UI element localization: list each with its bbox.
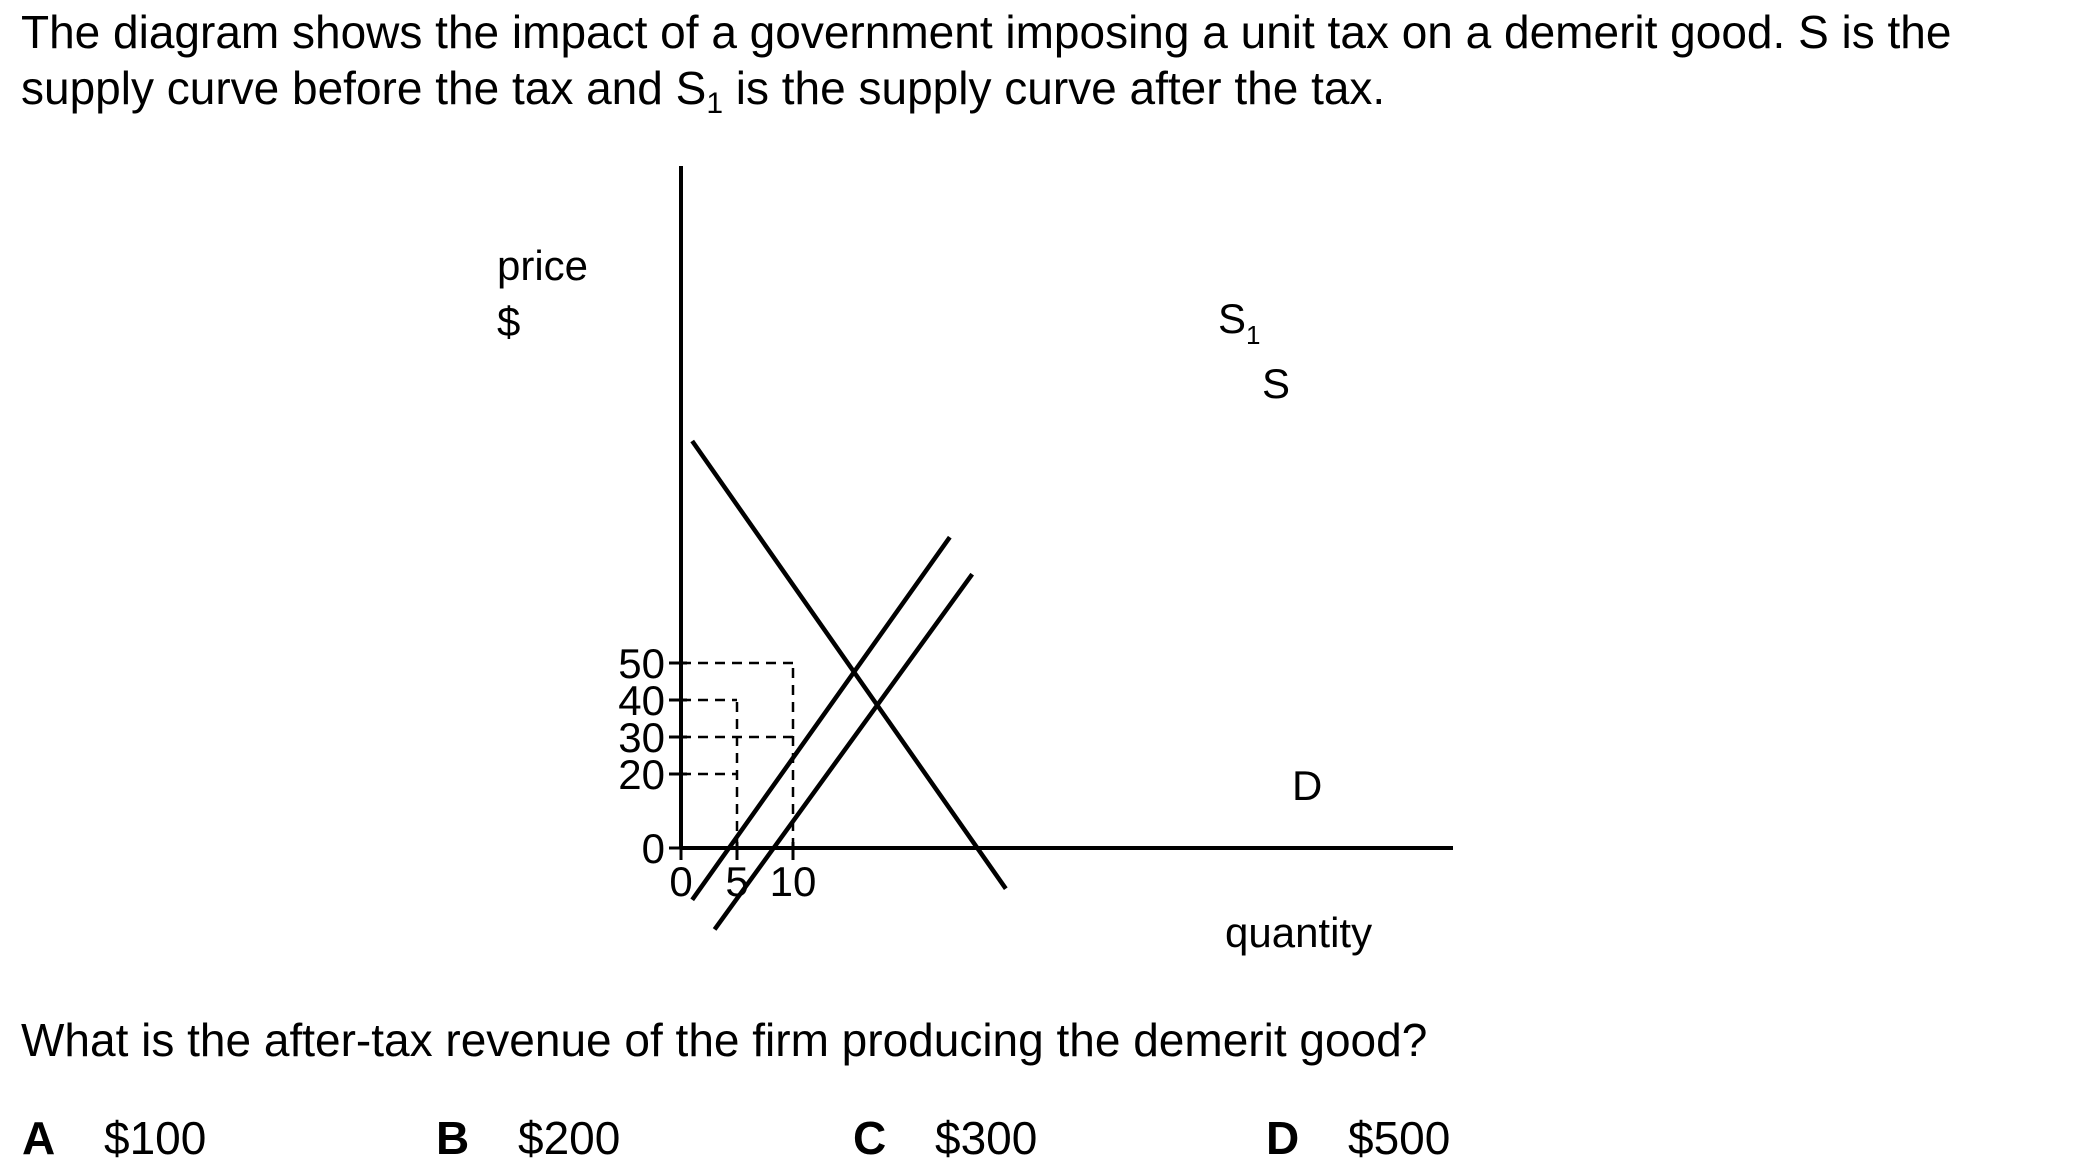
y-tick-label: 20 — [618, 751, 665, 798]
y-tick-label: 0 — [642, 825, 665, 872]
intro-line-1: The diagram shows the impact of a govern… — [21, 6, 1952, 58]
option-letter: A — [22, 1112, 56, 1164]
option-value: $300 — [935, 1112, 1038, 1164]
option-value: $200 — [518, 1112, 621, 1164]
curve-label-s: S — [1262, 360, 1290, 407]
curve-label-d: D — [1292, 762, 1322, 809]
intro-subscript: 1 — [706, 87, 723, 120]
y-axis-label-dollar: $ — [497, 298, 520, 345]
y-tick-label: 40 — [618, 677, 665, 724]
x-axis-label: quantity — [1225, 909, 1372, 956]
question-intro: The diagram shows the impact of a govern… — [21, 4, 2081, 119]
curve-s — [712, 572, 975, 931]
y-tick-label: 30 — [618, 714, 665, 761]
option-d[interactable]: D $500 — [1266, 1110, 1450, 1166]
option-letter: D — [1266, 1112, 1300, 1164]
option-letter: B — [436, 1112, 470, 1164]
curve-s1 — [690, 535, 952, 902]
dashed-guides — [681, 661, 795, 848]
curve-label-s1: S1 — [1218, 295, 1260, 350]
option-value: $100 — [104, 1112, 207, 1164]
option-letter: C — [853, 1112, 887, 1164]
intro-line-2-end: is the supply curve after the tax. — [723, 62, 1386, 114]
curves — [690, 439, 1008, 931]
option-a[interactable]: A $100 — [22, 1110, 206, 1166]
option-value: $500 — [1348, 1112, 1451, 1164]
x-tick-label: 0 — [669, 858, 692, 905]
curve-label-s1-main: S — [1218, 295, 1246, 342]
curve-label-s1-sub: 1 — [1246, 320, 1260, 350]
curve-d — [690, 439, 1008, 890]
y-axis-label-price: price — [497, 242, 588, 289]
x-tick-label: 10 — [770, 858, 817, 905]
option-c[interactable]: C $300 — [853, 1110, 1037, 1166]
intro-line-2-start: supply curve before the tax and S — [21, 62, 707, 114]
y-tick-label: 50 — [618, 640, 665, 687]
question-text: What is the after-tax revenue of the fir… — [21, 1014, 1428, 1066]
option-b[interactable]: B $200 — [436, 1110, 620, 1166]
